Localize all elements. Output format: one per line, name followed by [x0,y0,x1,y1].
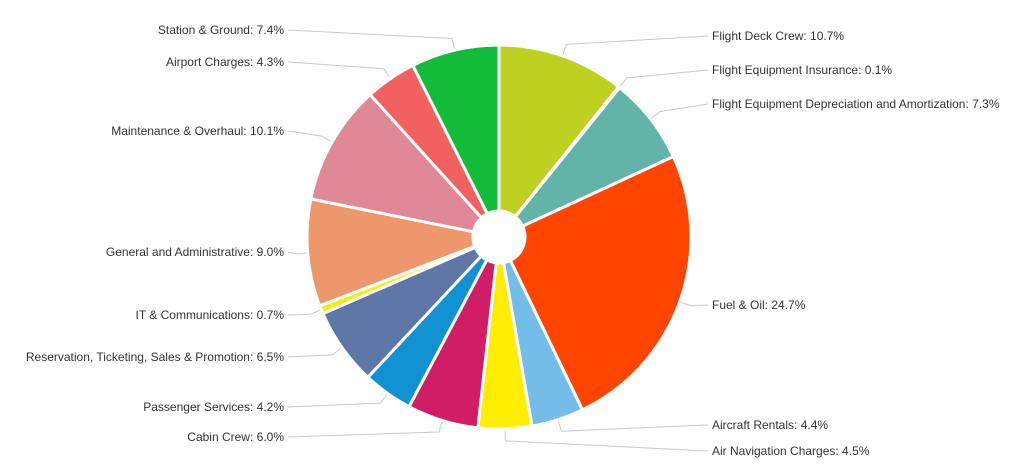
leader-line-maintenance-and-overhaul [287,130,333,143]
data-label-general-and-administrative: General and Administrative: 9.0% [106,245,284,259]
data-label-airport-charges: Airport Charges: 4.3% [166,55,284,69]
data-label-flight-equipment-insurance: Flight Equipment Insurance: 0.1% [712,63,892,77]
leader-line-fuel-and-oil [679,301,709,307]
leader-line-flight-deck-crew [561,35,709,56]
data-labels: Flight Deck Crew: 10.7% Flight Equipment … [26,23,1000,458]
leader-line-passenger-services [287,393,388,408]
leader-line-flight-equipment-insurance [618,69,709,88]
pie-slice-maintenance-and-overhaul[interactable] [309,93,484,234]
leader-line-reservation-ticketing-sales-and-promotion [287,347,343,358]
data-label-station-and-ground: Station & Ground: 7.4% [158,23,284,37]
data-label-fuel-and-oil: Fuel & Oil: 24.7% [712,298,806,312]
leader-lines [287,29,709,452]
pie-slice-general-and-administrative[interactable] [305,197,477,308]
pie-slices [305,43,693,431]
data-label-passenger-services: Passenger Services: 4.2% [143,400,284,414]
data-label-cabin-crew: Cabin Crew: 6.0% [187,430,284,444]
leader-line-airport-charges [287,61,391,79]
data-label-flight-equipment-depreciation-and-amortization: Flight Equipment Depreciation and Amorti… [712,97,1000,111]
leader-line-general-and-administrative [287,251,308,255]
data-label-air-navigation-charges: Air Navigation Charges: 4.5% [712,444,870,458]
data-label-it-and-communications: IT & Communications: 0.7% [135,308,284,322]
leader-line-station-and-ground [287,29,456,51]
data-label-maintenance-and-overhaul: Maintenance & Overhaul: 10.1% [111,124,284,138]
data-label-reservation-ticketing-sales-and-promotion: Reservation, Ticketing, Sales & Promotio… [26,350,284,364]
leader-line-it-and-communications [287,309,322,316]
data-label-flight-deck-crew: Flight Deck Crew: 10.7% [712,29,844,43]
pie-slice-fuel-and-oil[interactable] [508,155,693,412]
data-label-aircraft-rentals: Aircraft Rentals: 4.4% [712,418,828,432]
pie-slice-flight-deck-crew[interactable] [497,43,621,219]
pie-slice-station-and-ground[interactable] [411,43,501,216]
leader-line-aircraft-rentals [557,419,709,432]
leader-line-flight-equipment-depreciation-and-amortization [650,103,709,120]
leader-line-air-navigation-charges [504,428,709,452]
leader-line-cabin-crew [287,420,443,438]
